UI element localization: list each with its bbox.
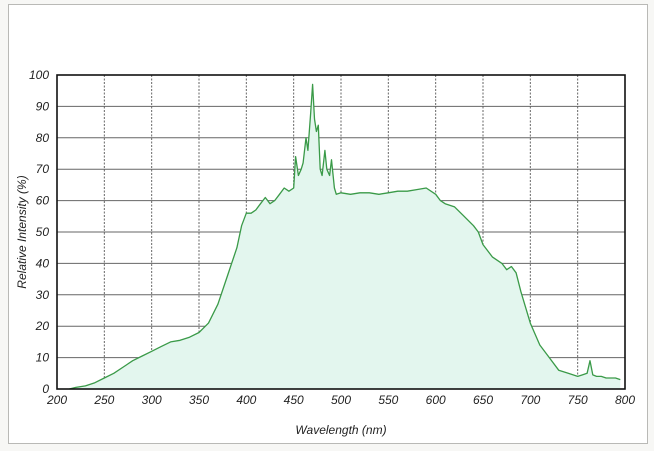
- x-tick-label: 450: [284, 393, 304, 407]
- y-tick-label: 30: [36, 288, 50, 302]
- x-tick-label: 200: [46, 393, 67, 407]
- y-tick-label: 20: [35, 319, 50, 333]
- x-tick-label: 300: [142, 393, 162, 407]
- y-tick-label: 80: [36, 131, 50, 145]
- x-tick-label: 250: [93, 393, 114, 407]
- y-axis-label: Relative Intensity (%): [15, 175, 29, 288]
- spectrum-line: [69, 83, 621, 390]
- plot-frame: [56, 74, 626, 390]
- x-tick-label: 550: [378, 393, 398, 407]
- y-tick-label: 10: [36, 351, 50, 365]
- x-tick-label: 750: [568, 393, 588, 407]
- y-tick-label: 50: [36, 225, 50, 239]
- x-tick-label: 800: [615, 393, 635, 407]
- x-tick-label: 650: [473, 393, 493, 407]
- y-tick-label: 0: [42, 382, 49, 396]
- y-tick-label: 90: [36, 99, 50, 113]
- spectrum-area-fill: [69, 84, 621, 390]
- x-axis-ticks: 200 250 300 350 400 450 500 550 600 650 700 750 800: [46, 393, 635, 407]
- x-tick-label: 400: [236, 393, 256, 407]
- y-tick-label: 70: [36, 162, 50, 176]
- y-axis-ticks: 0 10 20 30 40 50 60 70 80 90 100: [29, 68, 49, 396]
- y-tick-label: 100: [29, 68, 49, 82]
- x-axis-label: Wavelength (nm): [295, 423, 386, 437]
- x-tick-label: 700: [520, 393, 540, 407]
- y-tick-label: 40: [36, 256, 50, 270]
- x-tick-label: 500: [331, 393, 351, 407]
- y-tick-label: 60: [36, 194, 50, 208]
- x-tick-label: 350: [189, 393, 209, 407]
- x-tick-label: 600: [426, 393, 446, 407]
